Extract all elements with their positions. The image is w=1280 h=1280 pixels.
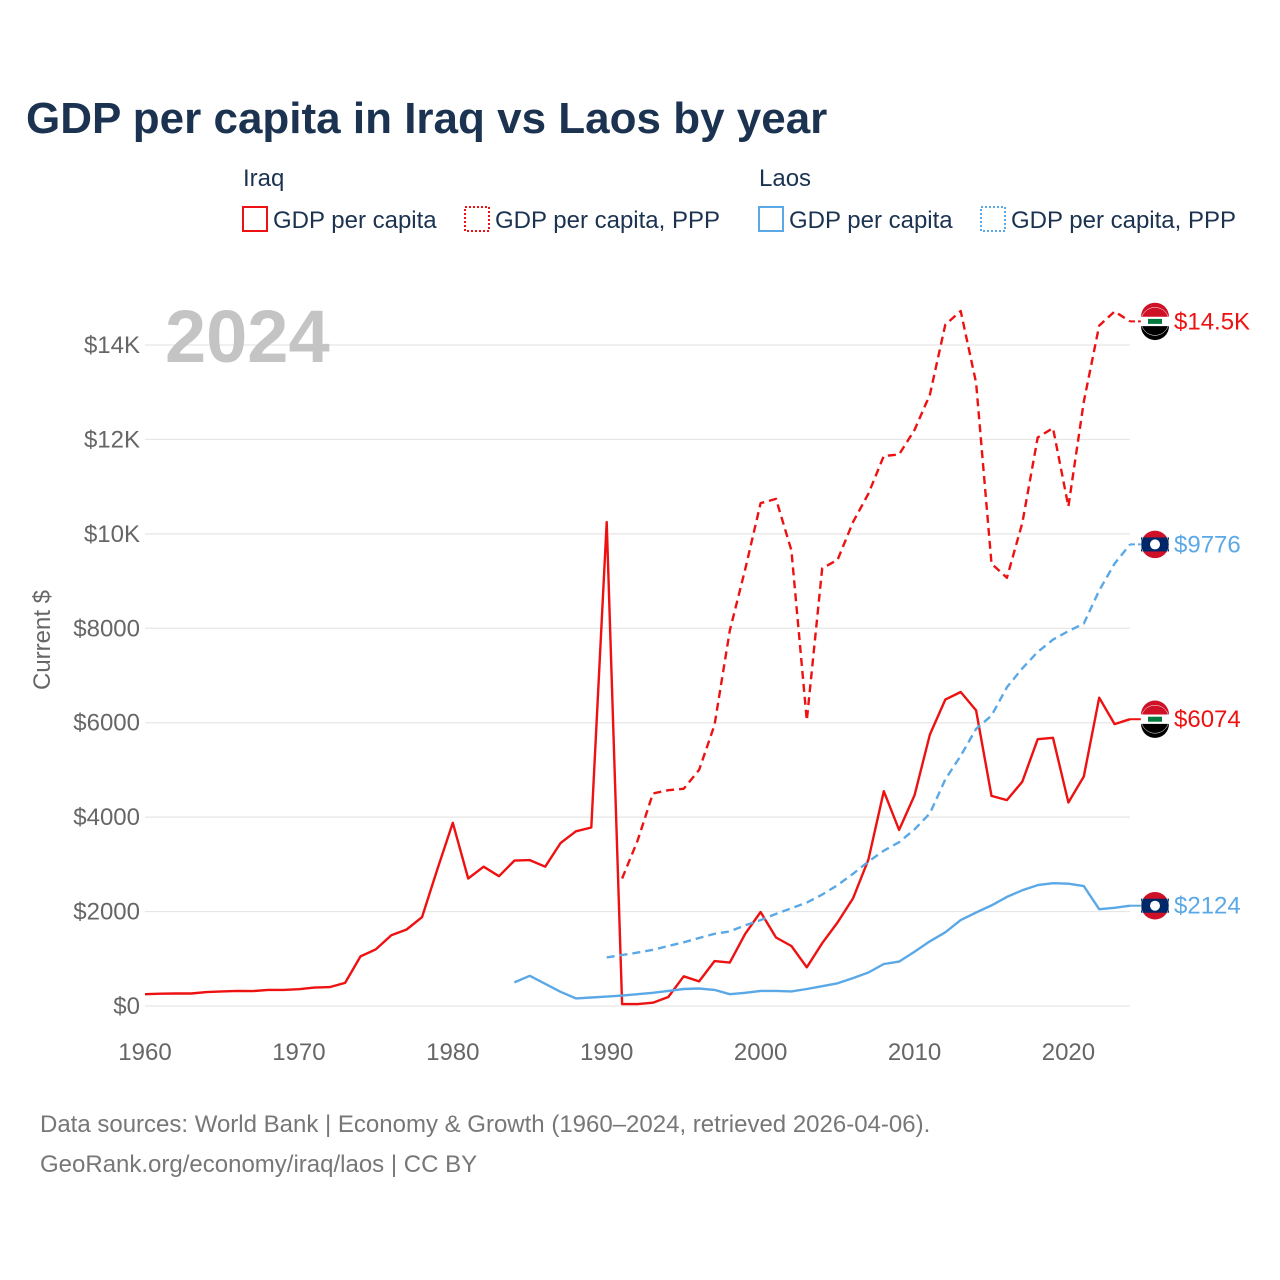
x-tick-label: 1990 bbox=[580, 1039, 633, 1066]
grid bbox=[145, 344, 1130, 1007]
end-value-label: $14.5K bbox=[1174, 308, 1250, 335]
flag-rim bbox=[1140, 307, 1170, 336]
iraq-flag-icon bbox=[1140, 700, 1170, 738]
footer-source: Data sources: World Bank | Economy & Gro… bbox=[40, 1111, 930, 1138]
legend-label: GDP per capita, PPP bbox=[1011, 207, 1236, 234]
series-line-laos bbox=[513, 882, 1131, 1000]
end-value-label: $6074 bbox=[1174, 706, 1241, 733]
y-tick-label: $2000 bbox=[73, 899, 140, 926]
flag-emblem bbox=[1148, 318, 1162, 324]
x-tick-label: 1960 bbox=[118, 1039, 171, 1066]
series-line-iraq bbox=[144, 520, 1131, 1006]
laos-flag-icon bbox=[1140, 891, 1170, 920]
legend-swatch[interactable] bbox=[980, 206, 1006, 232]
iraq-flag-icon bbox=[1140, 302, 1170, 341]
y-tick-label: $8000 bbox=[73, 615, 140, 642]
legend: Iraq GDP per capita GDP per capita, PPP Lao… bbox=[242, 165, 1236, 234]
end-value-label: $9776 bbox=[1174, 531, 1241, 558]
year-watermark: 2024 bbox=[165, 295, 330, 378]
series-line-iraq-ppp bbox=[620, 309, 1131, 879]
series-line-laos-ppp bbox=[606, 543, 1131, 959]
chart-title: GDP per capita in Iraq vs Laos by year bbox=[26, 94, 827, 143]
legend-label: GDP per capita, PPP bbox=[495, 207, 720, 234]
legend-group-title: Iraq bbox=[243, 165, 284, 192]
y-tick-label: $4000 bbox=[73, 804, 140, 831]
x-tick-label: 1980 bbox=[426, 1039, 479, 1066]
flag-disc bbox=[1150, 900, 1160, 911]
x-tick-label: 1970 bbox=[272, 1039, 325, 1066]
y-tick-label: $6000 bbox=[73, 710, 140, 737]
legend-group-title: Laos bbox=[759, 165, 811, 192]
series-lines bbox=[144, 309, 1131, 1006]
x-tick-label: 2010 bbox=[888, 1039, 941, 1066]
flag-rim bbox=[1140, 891, 1170, 920]
y-tick-label: $10K bbox=[84, 521, 140, 548]
footer-link[interactable]: GeoRank.org/economy/iraq/laos | CC BY bbox=[40, 1151, 477, 1178]
legend-swatch[interactable] bbox=[464, 206, 490, 232]
x-tick-label: 2000 bbox=[734, 1039, 787, 1066]
x-tick-label: 2020 bbox=[1042, 1039, 1095, 1066]
flag-rim bbox=[1140, 704, 1170, 734]
y-tick-label: $0 bbox=[113, 993, 140, 1020]
flag-red-band bbox=[1141, 302, 1169, 317]
flag-emblem bbox=[1148, 716, 1162, 722]
y-axis-label: Current $ bbox=[29, 590, 56, 690]
y-tick-label: $14K bbox=[84, 332, 140, 359]
end-markers: $6074 $14.5K $2124 $9776 bbox=[1130, 302, 1250, 920]
flag-black-band bbox=[1141, 723, 1169, 738]
laos-flag-icon bbox=[1140, 530, 1170, 559]
end-value-label: $2124 bbox=[1174, 893, 1241, 920]
flag-disc bbox=[1150, 539, 1160, 550]
legend-swatch[interactable] bbox=[242, 206, 268, 232]
flag-rim bbox=[1140, 530, 1170, 559]
flag-red-band bbox=[1141, 700, 1169, 715]
y-axis: $0 $2000 $4000 $6000 $8000 $10K $12K $14K bbox=[73, 332, 140, 1020]
flag-black-band bbox=[1141, 326, 1169, 341]
y-tick-label: $12K bbox=[84, 426, 140, 453]
legend-label: GDP per capita bbox=[789, 207, 953, 234]
legend-swatch[interactable] bbox=[758, 206, 784, 232]
legend-label: GDP per capita bbox=[273, 207, 437, 234]
x-axis: 1960 1970 1980 1990 2000 2010 2020 bbox=[118, 1039, 1095, 1066]
